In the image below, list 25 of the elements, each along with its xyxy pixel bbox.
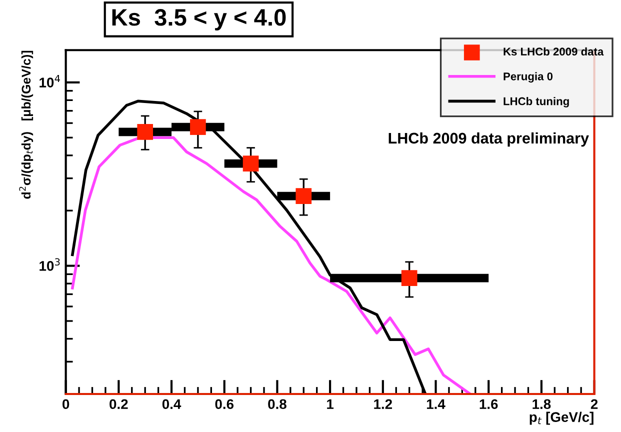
x-tick-label: 1.6 xyxy=(480,399,498,410)
point xyxy=(242,156,259,172)
point xyxy=(401,270,418,286)
legend-label: LHCb tuning xyxy=(504,97,569,108)
x-tick-label: 0.2 xyxy=(110,399,128,410)
point xyxy=(296,188,312,204)
y-axis-title: d$^{2}$σ/(dp$_{t}$dy) [μb/(GeV/c)] xyxy=(19,50,34,199)
x-tick-label: 0.4 xyxy=(162,399,182,410)
legend-label: Perugia 0 xyxy=(504,72,553,83)
legend-label: Ks LHCb 2009 data xyxy=(504,47,604,56)
point xyxy=(137,124,154,140)
chart-title: Ks 3.5 < y < 4.0 xyxy=(112,9,286,30)
annotation: LHCb 2009 data preliminary xyxy=(388,132,589,147)
y-tick-label: 10$^{3}$ xyxy=(40,258,60,271)
x-tick-label: 1.4 xyxy=(426,399,446,409)
point xyxy=(190,119,206,135)
x-tick-label: 0 xyxy=(62,399,70,410)
x-tick-label: 1.2 xyxy=(374,399,392,409)
y-tick-label: 10$^{4}$ xyxy=(40,74,60,88)
x-tick-label: 1.8 xyxy=(532,399,551,410)
x-axis-title: p$_{t}$ [GeV/c] xyxy=(530,412,594,425)
x-tick-label: 0.8 xyxy=(268,399,286,410)
x-tick-label: 1 xyxy=(327,399,334,409)
x-tick-label: 2 xyxy=(590,399,598,409)
x-tick-label: 0.6 xyxy=(215,399,234,410)
